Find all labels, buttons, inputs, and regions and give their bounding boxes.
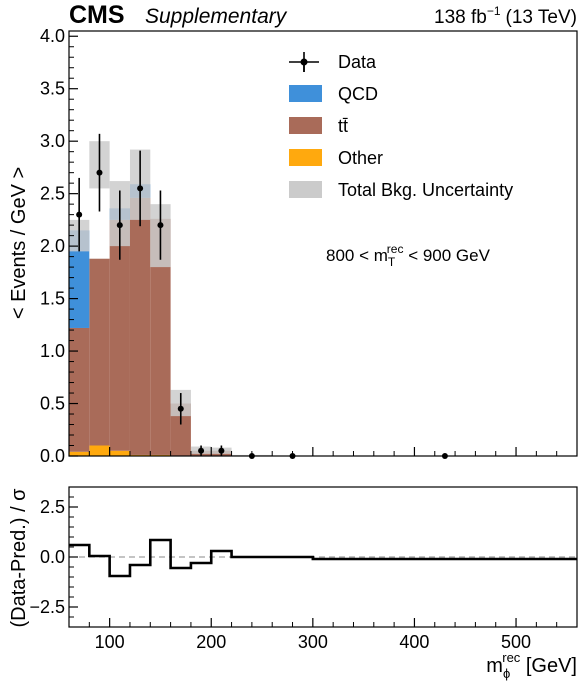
main-ytick-label-1: 0.5	[40, 394, 65, 414]
legend-label-uncertainty: Total Bkg. Uncertainty	[338, 180, 513, 200]
annotation-post: < 900 GeV	[403, 246, 490, 265]
lumi-exponent: −1	[487, 4, 501, 18]
legend-swatch-uncertainty	[289, 181, 322, 198]
legend-data-marker	[300, 58, 308, 66]
legend-entry-data: Data	[289, 52, 377, 72]
data-point-4	[157, 222, 164, 229]
legend-label-ttbar: tt̄	[338, 116, 348, 136]
data-point-5	[177, 405, 184, 412]
x-axis-label-sup: rec	[502, 650, 521, 665]
bar-0-1	[89, 445, 110, 456]
main-y-axis-label: < Events / GeV >	[8, 167, 30, 319]
main-ytick-label-5: 2.5	[40, 184, 65, 204]
main-ytick-label-2: 1.0	[40, 341, 65, 361]
ratio-xtick-label-2: 300	[298, 632, 328, 652]
ratio-xtick-label-3: 400	[399, 632, 429, 652]
ratio-xtick-label-0: 100	[95, 632, 125, 652]
bar-1-2	[109, 219, 130, 451]
main-ytick-label-4: 2.0	[40, 236, 65, 256]
bar-1-1	[89, 258, 110, 446]
data-points	[76, 133, 448, 459]
legend-swatch-other	[289, 149, 322, 166]
main-panel: 0.0 0.5 1.0 1.5 2.0 2.5 3.0 3.5 4.0 < Events / G…	[8, 26, 578, 466]
lumi-value: 138 fb	[434, 7, 487, 28]
ratio-ytick-label-0: 2.5	[40, 497, 65, 517]
main-frame	[68, 30, 578, 457]
data-point-2	[116, 222, 123, 229]
ratio-ytick-label-2: −2.5	[29, 597, 65, 617]
data-point-7	[218, 447, 225, 454]
selection-annotation: 800 < mTrec < 900 GeV	[326, 242, 491, 269]
ratio-ytick-label-1: 0.0	[40, 547, 65, 567]
x-axis-label: mϕrec [GeV]	[486, 650, 577, 681]
legend-label-data: Data	[338, 52, 377, 72]
ratio-xtick-label-4: 500	[501, 632, 531, 652]
main-ytick-label-3: 1.5	[40, 289, 65, 309]
data-point-1	[96, 169, 103, 176]
main-ytick-label-7: 3.5	[40, 79, 65, 99]
data-point-6	[198, 447, 205, 454]
energy-label: (13 TeV)	[506, 7, 577, 28]
ratio-y-axis-label: (Data-Pred.) / σ	[8, 488, 30, 628]
bar-1-4	[150, 218, 171, 455]
annotation-sup: rec	[387, 242, 404, 256]
legend-entry-other: Other	[289, 148, 383, 168]
bar-1-0	[69, 327, 90, 452]
ratio-step-line	[69, 538, 577, 578]
bar-1-3	[129, 197, 151, 455]
bar-0-0	[69, 451, 90, 456]
main-ytick-label-6: 3.0	[40, 131, 65, 151]
main-axis-ticks: 0.0 0.5 1.0 1.5 2.0 2.5 3.0 3.5 4.0	[40, 26, 578, 466]
x-axis-label-unit: [GeV]	[520, 655, 577, 677]
legend-swatch-qcd	[289, 85, 322, 102]
legend-entry-ttbar: tt̄	[289, 116, 348, 136]
tag-label: Supplementary	[145, 5, 288, 28]
bar-1-5	[170, 403, 191, 456]
annotation-sub: T	[388, 255, 396, 269]
legend-label-qcd: QCD	[338, 84, 378, 104]
annotation-pre: 800 < m	[326, 246, 388, 265]
x-axis-label-sub: ϕ	[503, 666, 510, 681]
stacked-bars	[69, 184, 577, 456]
data-point-3	[137, 185, 144, 192]
ratio-panel: 2.5 0.0 −2.5 100 200 300 400 500 (Data-Pred.) /…	[8, 486, 578, 681]
main-ytick-label-0: 0.0	[40, 446, 65, 466]
legend: Data QCD tt̄ Other Total Bkg. Uncertaint…	[289, 52, 513, 200]
bar-0-2	[109, 450, 130, 456]
main-ytick-label-8: 4.0	[40, 26, 65, 46]
ratio-xtick-label-1: 200	[196, 632, 226, 652]
ratio-axis-ticks: 2.5 0.0 −2.5 100 200 300 400 500	[29, 496, 578, 652]
experiment-label: CMS	[69, 1, 125, 29]
bar-2-0	[69, 230, 90, 328]
data-point-0	[76, 211, 83, 218]
legend-entry-qcd: QCD	[289, 84, 378, 104]
legend-label-other: Other	[338, 148, 383, 168]
x-axis-label-main: m	[486, 655, 503, 677]
legend-entry-uncertainty: Total Bkg. Uncertainty	[289, 180, 513, 200]
legend-swatch-ttbar	[289, 117, 322, 134]
lumi-label: 138 fb−1 (13 TeV)	[434, 4, 577, 28]
